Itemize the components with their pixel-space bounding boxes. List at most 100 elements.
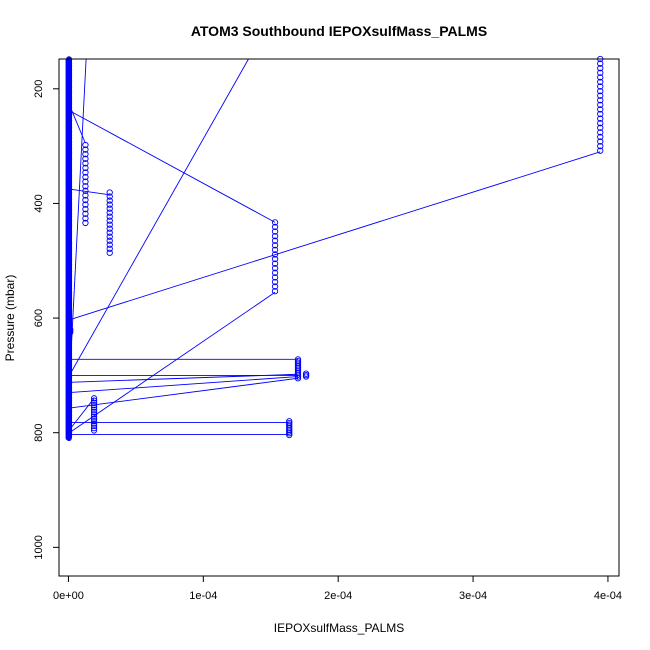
- axes: 0e+00 1e-04 2e-04 3e-04 4e-04 200 400 600 800 100…: [33, 80, 622, 602]
- data-point: [271, 228, 279, 235]
- data-point: [271, 274, 279, 281]
- data-point: [597, 74, 604, 81]
- data-point: [597, 101, 604, 109]
- x-tick-label: 2e-04: [324, 590, 352, 602]
- y-tick-label: 200: [33, 80, 45, 98]
- data-point: [597, 142, 604, 150]
- data-point: [294, 375, 302, 382]
- x-tick-label: 4e-04: [594, 590, 622, 602]
- data-point: [90, 395, 98, 402]
- series-line: [69, 188, 110, 196]
- data-point: [271, 237, 279, 244]
- series-line: [69, 376, 299, 394]
- x-tick-label: 0e+00: [53, 590, 84, 602]
- data-point: [90, 402, 98, 409]
- data-point: [286, 428, 293, 435]
- series-line: [69, 398, 95, 431]
- data-point: [90, 408, 98, 416]
- y-tick-label: 1000: [33, 535, 45, 559]
- data-point: [82, 215, 89, 222]
- data-point: [106, 245, 113, 252]
- data-point: [106, 221, 113, 228]
- series-line: [69, 151, 601, 321]
- data-point: [271, 232, 279, 240]
- data-point: [597, 87, 604, 95]
- data-point: [82, 164, 89, 172]
- data-point: [271, 246, 279, 254]
- data-point: [271, 269, 279, 276]
- data-point: [82, 219, 89, 227]
- data-point: [106, 217, 113, 224]
- data-point: [597, 133, 604, 141]
- y-axis-label: Pressure (mbar): [3, 275, 17, 362]
- data-point: [294, 371, 302, 378]
- series-line: [69, 291, 276, 434]
- data-point: [90, 413, 98, 420]
- data-point: [90, 399, 98, 407]
- data-point: [106, 205, 113, 212]
- data-point: [82, 201, 89, 208]
- data-point: [106, 229, 113, 236]
- data-point: [82, 141, 89, 149]
- data-point: [82, 155, 89, 162]
- data-point: [597, 110, 604, 118]
- data-point: [271, 219, 279, 226]
- data-point: [597, 115, 604, 122]
- data-point: [106, 233, 113, 240]
- series-line: [69, 110, 276, 223]
- data-point: [82, 150, 89, 158]
- data-point: [597, 69, 604, 76]
- data-point: [90, 415, 98, 423]
- x-tick-label: 3e-04: [459, 590, 487, 602]
- data-point: [106, 225, 113, 232]
- data-point: [271, 255, 279, 263]
- data-point: [271, 265, 279, 272]
- data-point: [597, 106, 604, 113]
- data-series: [65, 55, 604, 442]
- data-point: [286, 430, 293, 437]
- data-point: [90, 418, 98, 425]
- data-point: [106, 201, 113, 208]
- data-point: [90, 397, 98, 404]
- data-point: [271, 251, 279, 258]
- x-tick-label: 1e-04: [189, 590, 217, 602]
- data-point: [82, 187, 89, 194]
- data-point: [82, 160, 89, 167]
- data-point: [597, 78, 604, 86]
- data-point: [82, 192, 89, 199]
- data-point: [67, 329, 74, 336]
- y-tick-label: 800: [33, 424, 45, 442]
- data-point: [106, 237, 113, 244]
- data-point: [106, 241, 113, 248]
- data-point: [271, 260, 279, 267]
- data-point: [271, 287, 279, 295]
- y-tick-label: 400: [33, 194, 45, 212]
- plot-frame: [58, 58, 620, 577]
- data-point: [106, 197, 113, 204]
- data-point: [90, 422, 98, 429]
- data-point: [82, 196, 89, 204]
- data-point: [106, 249, 113, 256]
- data-point: [82, 183, 89, 190]
- data-point: [597, 138, 604, 145]
- series-line: [68, 104, 86, 144]
- data-point: [597, 83, 604, 90]
- series-line: [68, 58, 249, 376]
- data-point: [597, 97, 604, 104]
- y-tick-label: 600: [33, 309, 45, 327]
- data-point: [66, 435, 72, 442]
- chart-title: ATOM3 Southbound IEPOXsulfMass_PALMS: [191, 23, 487, 39]
- data-point: [597, 120, 604, 127]
- series-line: [69, 373, 299, 383]
- data-point: [82, 210, 89, 217]
- data-point: [106, 213, 113, 220]
- data-point: [90, 406, 98, 413]
- data-point: [82, 169, 89, 176]
- data-point: [597, 129, 604, 136]
- data-point: [286, 431, 293, 439]
- data-point: [82, 206, 89, 213]
- data-point: [597, 147, 604, 154]
- data-point: [90, 404, 98, 411]
- data-point: [271, 223, 279, 231]
